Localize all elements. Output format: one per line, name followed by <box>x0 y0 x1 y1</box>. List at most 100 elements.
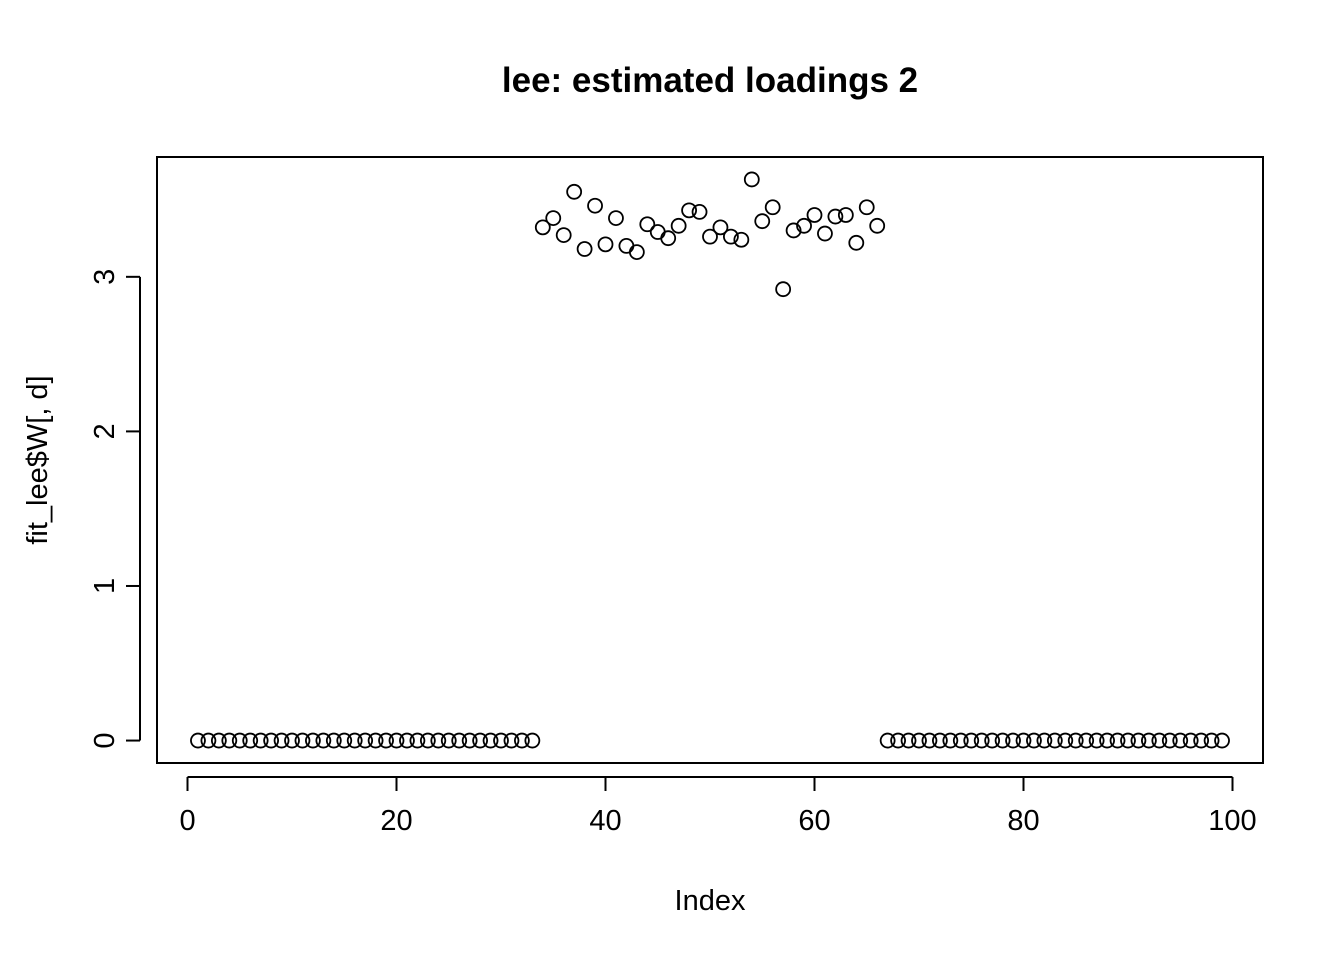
data-point <box>670 217 687 234</box>
x-tick-label: 0 <box>179 805 195 837</box>
data-point <box>1130 732 1147 749</box>
data-point <box>534 219 551 236</box>
data-point <box>817 225 833 242</box>
data-point <box>231 732 248 749</box>
data-point <box>1120 732 1136 749</box>
data-point <box>1109 732 1126 749</box>
data-point <box>858 199 875 216</box>
data-point <box>545 210 562 226</box>
data-point <box>294 732 311 749</box>
x-tick-label: 100 <box>1208 805 1256 837</box>
data-point <box>378 732 394 749</box>
data-point <box>973 732 990 749</box>
x-tick-label: 40 <box>589 805 621 837</box>
data-point <box>451 732 468 749</box>
data-point <box>346 732 363 749</box>
data-point <box>952 732 969 749</box>
data-point <box>984 732 1001 749</box>
data-point <box>618 238 635 254</box>
data-point <box>942 732 959 749</box>
y-tick-label: 0 <box>89 732 121 748</box>
data-point <box>743 171 760 188</box>
y-tick-label: 3 <box>89 269 121 285</box>
y-tick-label: 1 <box>89 578 121 594</box>
data-point <box>1161 732 1178 749</box>
data-point <box>660 230 677 247</box>
data-point <box>764 199 781 216</box>
data-points <box>190 171 1230 749</box>
data-point <box>1067 732 1084 749</box>
data-point <box>221 732 238 749</box>
data-point <box>754 213 771 230</box>
data-point <box>503 732 520 749</box>
data-point <box>733 231 750 248</box>
data-point <box>806 207 823 223</box>
data-point <box>994 732 1011 749</box>
data-point <box>210 732 227 749</box>
data-point <box>890 732 906 749</box>
data-point <box>879 732 896 749</box>
data-point <box>608 210 624 226</box>
data-point <box>900 732 917 749</box>
data-point <box>1078 732 1095 749</box>
data-point <box>263 732 280 749</box>
x-axis: 0 20 40 60 80 100 <box>179 776 1257 837</box>
data-point <box>388 732 405 749</box>
data-point <box>649 224 666 240</box>
data-point <box>628 244 645 260</box>
data-point <box>493 732 509 749</box>
data-point <box>639 216 656 233</box>
data-point <box>514 732 530 749</box>
data-point <box>1140 732 1157 749</box>
data-point <box>869 217 886 234</box>
data-point <box>284 732 300 749</box>
data-point <box>1088 732 1105 749</box>
data-point <box>1172 732 1189 749</box>
data-point <box>336 732 353 749</box>
data-point <box>566 183 583 200</box>
data-point <box>1203 732 1220 749</box>
x-tick-label: 80 <box>1007 805 1039 837</box>
data-point <box>681 202 698 219</box>
data-point <box>430 732 447 749</box>
data-point <box>325 732 342 749</box>
data-point <box>1036 732 1053 749</box>
data-point <box>921 732 938 749</box>
data-point <box>367 732 384 749</box>
y-axis: 0 1 2 3 <box>89 269 141 749</box>
data-point <box>1046 732 1063 749</box>
data-point <box>1057 732 1074 749</box>
data-point <box>1193 732 1210 749</box>
data-point <box>931 732 948 749</box>
data-point <box>775 281 792 298</box>
data-point <box>242 732 259 749</box>
data-point <box>482 732 499 749</box>
data-point <box>315 732 332 749</box>
data-point <box>472 732 489 749</box>
data-point <box>1026 732 1042 749</box>
data-point <box>252 732 269 749</box>
data-point <box>1151 732 1168 749</box>
data-point <box>691 204 708 220</box>
data-point <box>555 227 572 243</box>
data-point <box>796 217 812 234</box>
data-point <box>399 732 415 749</box>
data-point <box>712 219 729 236</box>
data-point <box>702 228 718 245</box>
data-point <box>305 732 321 749</box>
data-point <box>461 732 478 749</box>
data-point <box>1182 732 1199 749</box>
data-point <box>911 732 927 749</box>
data-point <box>785 222 802 239</box>
data-point <box>597 236 614 253</box>
data-point <box>827 208 844 225</box>
data-point <box>357 732 374 749</box>
data-point <box>524 732 541 749</box>
data-point <box>440 732 457 749</box>
data-point <box>963 732 980 749</box>
x-tick-label: 60 <box>798 805 830 837</box>
data-point <box>837 207 854 223</box>
x-tick-label: 20 <box>380 805 412 837</box>
data-point <box>576 241 593 257</box>
